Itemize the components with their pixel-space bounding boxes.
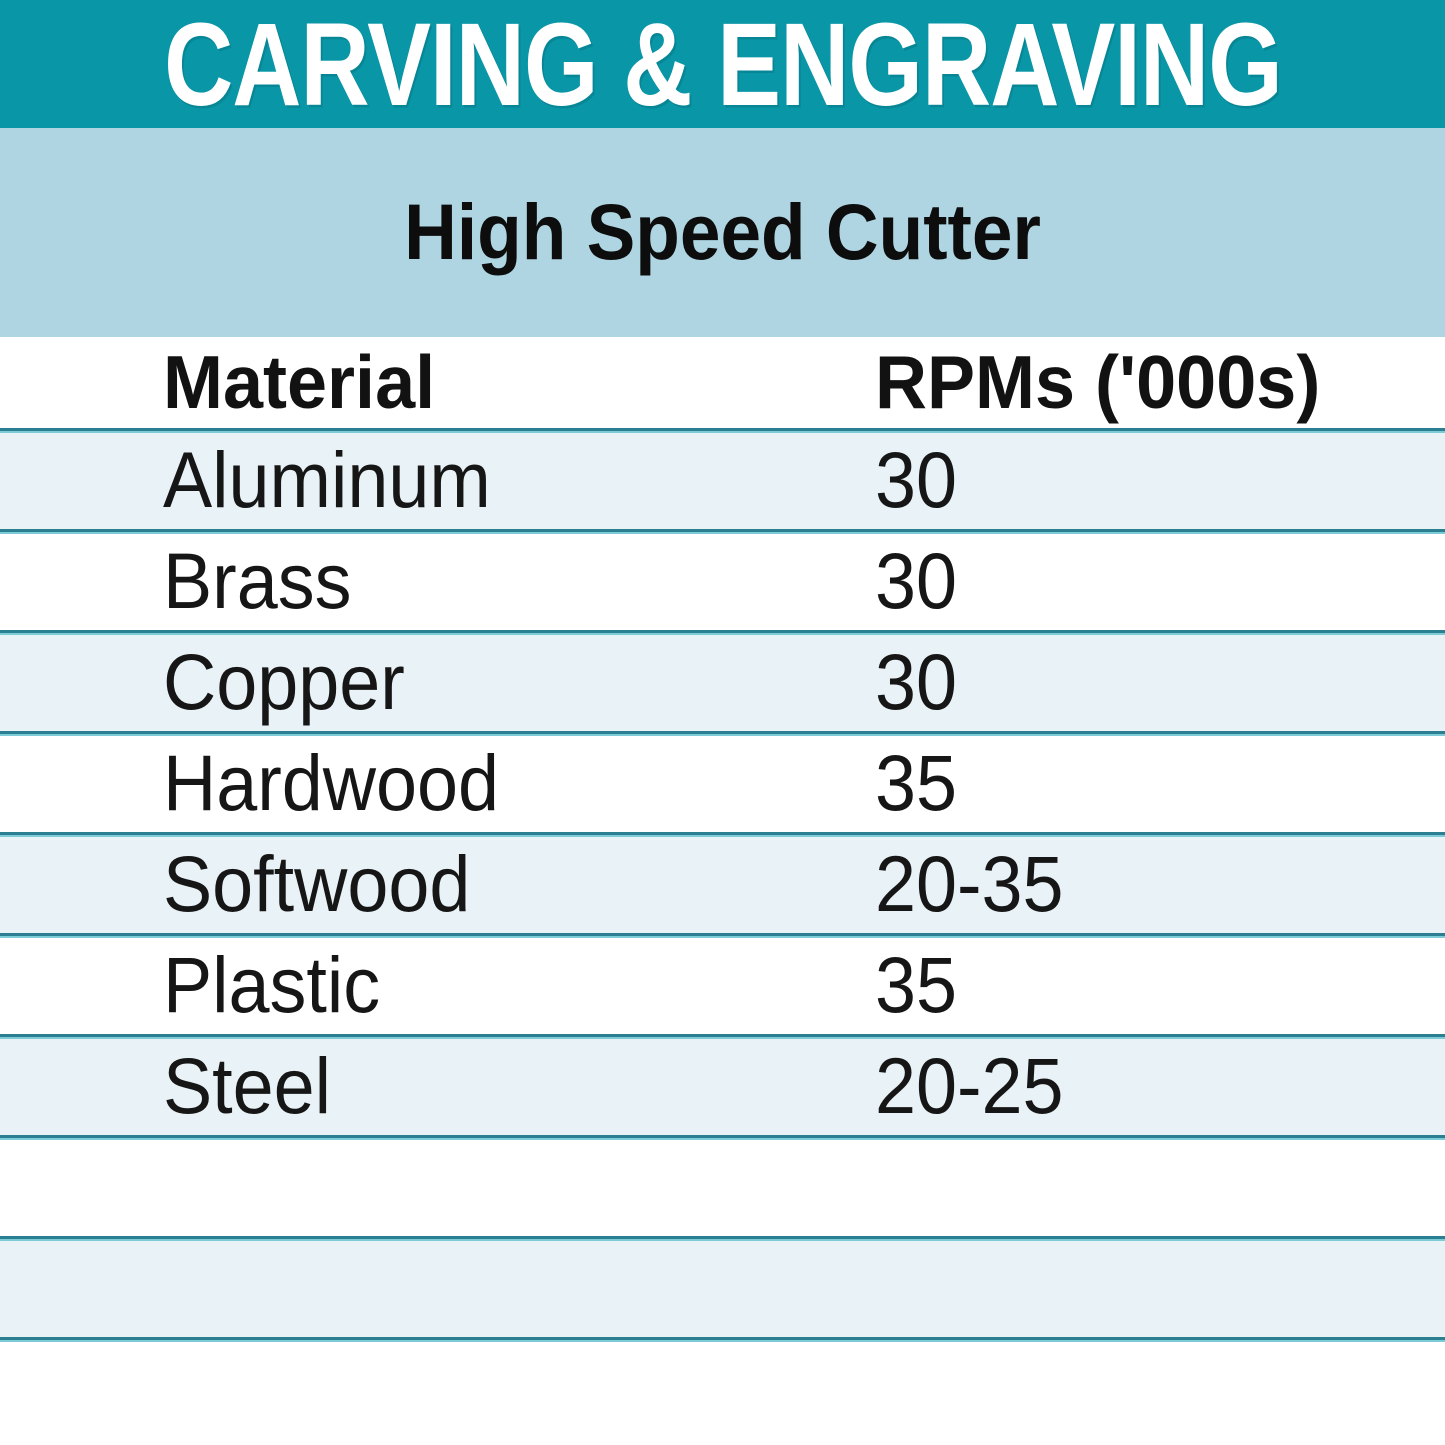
rpm-cell: 20-35 [875, 839, 1064, 929]
page-title: CARVING & ENGRAVING [163, 0, 1283, 130]
rpm-cell: 35 [875, 940, 958, 1030]
title-band: CARVING & ENGRAVING [0, 0, 1445, 128]
column-header-material: Material [163, 340, 436, 425]
rpm-cell: 30 [875, 435, 958, 525]
table-row: Brass 30 [0, 529, 1445, 630]
table-row-empty [0, 1135, 1445, 1236]
rpm-cell: 35 [875, 738, 958, 828]
material-cell: Aluminum [163, 435, 491, 525]
rpm-cell: 20-25 [875, 1041, 1064, 1131]
table-row: Aluminum 30 [0, 428, 1445, 529]
speed-table: Material RPMs ('000s) Aluminum 30 Brass … [0, 337, 1445, 1445]
table-row: Steel 20-25 [0, 1034, 1445, 1135]
material-cell: Copper [163, 637, 405, 727]
rpm-cell: 30 [875, 536, 958, 626]
material-cell: Brass [163, 536, 352, 626]
table-row: Hardwood 35 [0, 731, 1445, 832]
table-row: Copper 30 [0, 630, 1445, 731]
material-cell: Softwood [163, 839, 471, 929]
tool-subtitle: High Speed Cutter [404, 188, 1041, 277]
column-header-rpm: RPMs ('000s) [875, 340, 1321, 425]
material-cell: Steel [163, 1041, 332, 1131]
table-row-empty [0, 1337, 1445, 1445]
rpm-cell: 30 [875, 637, 958, 727]
table-row: Softwood 20-35 [0, 832, 1445, 933]
material-cell: Plastic [163, 940, 381, 1030]
subtitle-band: High Speed Cutter [0, 128, 1445, 337]
table-row-empty [0, 1236, 1445, 1337]
material-cell: Hardwood [163, 738, 500, 828]
table-header-row: Material RPMs ('000s) [0, 337, 1445, 428]
table-row: Plastic 35 [0, 933, 1445, 1034]
